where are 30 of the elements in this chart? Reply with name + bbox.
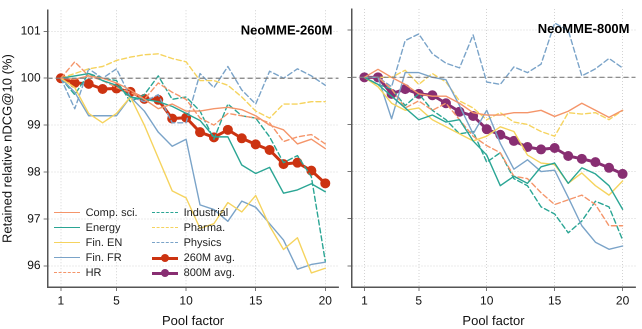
legend-label: HR: [86, 267, 102, 279]
y-tick-label: 100: [20, 70, 41, 85]
y-tick-label: 96: [27, 258, 41, 272]
x-tick-label: 1: [58, 294, 64, 308]
x-tick-label: 1: [361, 294, 368, 308]
y-tick-label: 97: [27, 211, 41, 226]
legend-label: Physics: [184, 237, 222, 249]
x-tick-label: 20: [616, 294, 630, 308]
legend-label: Fin. FR: [86, 252, 122, 264]
x-tick-label: 10: [480, 294, 494, 308]
y-tick-label: 101: [20, 24, 41, 38]
x-tick-label: 5: [415, 294, 422, 308]
y-tick-label: 98: [27, 164, 41, 178]
x-tick-label: 15: [548, 294, 562, 308]
x-tick-label: 20: [318, 294, 332, 308]
legend-label: Pharma.: [184, 222, 226, 234]
x-tick-label: 15: [249, 294, 263, 308]
x-tick-label: 5: [113, 294, 120, 308]
x-tick-label: 10: [179, 294, 194, 308]
x-axis-title: Pool factor: [462, 312, 526, 328]
legend-label: 800M avg.: [184, 267, 235, 279]
y-axis-title: Retained relative nDCG@10 (%): [0, 54, 14, 243]
x-axis-title: Pool factor: [162, 312, 225, 328]
text: NeoMME-260M: [240, 22, 332, 38]
text: NeoMME-800M: [538, 21, 630, 36]
legend-label: Comp. sci.: [86, 207, 138, 219]
y-tick-label: 99: [27, 117, 41, 132]
legend-label: Fin. EN: [86, 237, 122, 249]
legend-label: 260M avg.: [184, 252, 235, 264]
legend-label: Energy: [86, 222, 120, 234]
